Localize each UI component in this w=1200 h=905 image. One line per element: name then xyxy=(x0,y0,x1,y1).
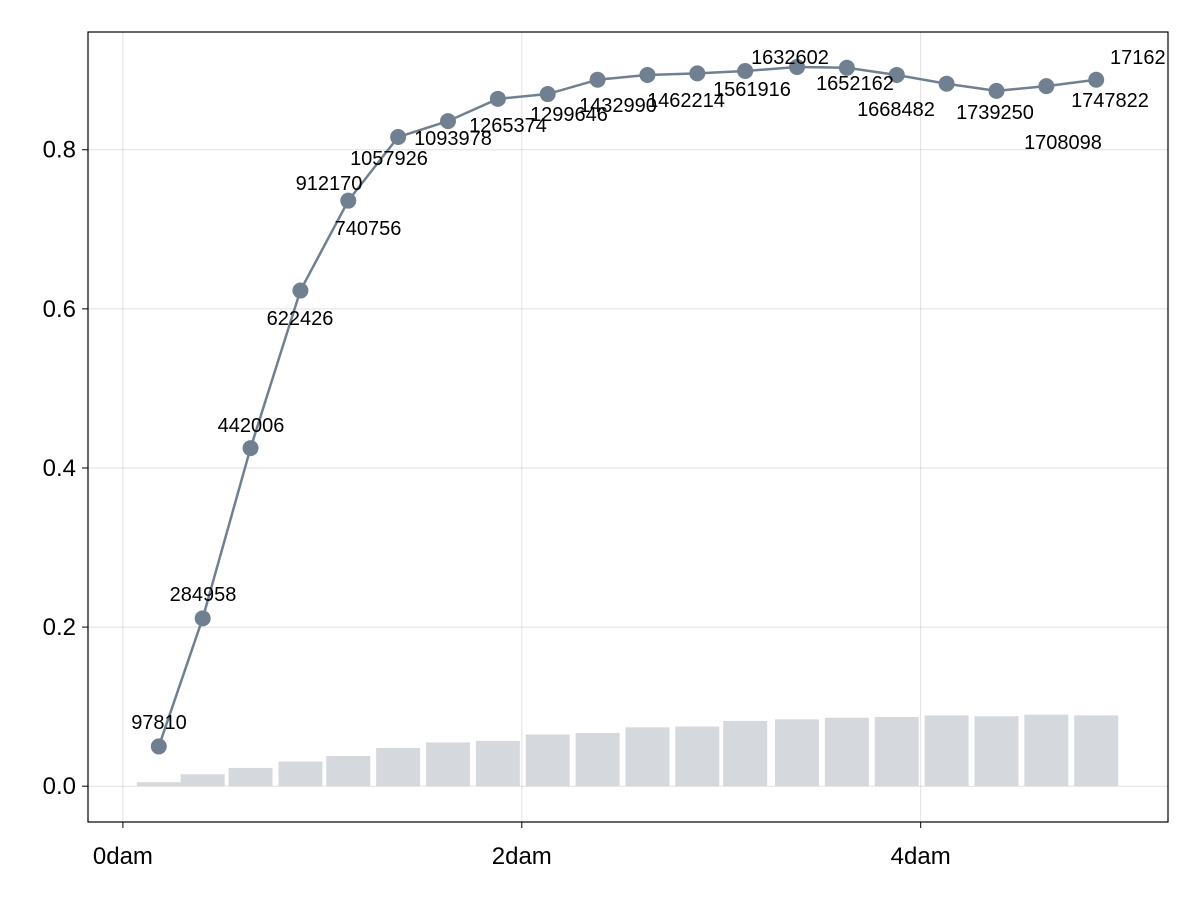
data-label: 97810 xyxy=(131,712,187,734)
data-label: 622426 xyxy=(267,308,334,330)
data-label: 1747822 xyxy=(1071,90,1149,112)
data-label: 284958 xyxy=(170,584,237,606)
line-series xyxy=(150,59,1105,755)
data-label: 1561916 xyxy=(713,79,791,101)
bar xyxy=(426,742,470,787)
data-point xyxy=(390,129,407,146)
data-point xyxy=(789,59,806,76)
bar xyxy=(924,715,969,787)
data-label: 912170 xyxy=(296,173,363,195)
data-point xyxy=(242,440,259,457)
data-point xyxy=(440,113,456,130)
data-point xyxy=(1088,71,1105,88)
data-label: 1632602 xyxy=(751,47,829,69)
bar-series xyxy=(136,714,1119,787)
y-axis: 0.0 0.2 0.4 0.6 0.8 xyxy=(43,137,88,800)
data-label: 1093978 xyxy=(414,128,492,150)
data-point xyxy=(988,82,1005,99)
data-label: 1057926 xyxy=(350,148,428,170)
bar xyxy=(575,732,620,787)
data-label: 1462214 xyxy=(647,90,725,112)
data-label: 740756 xyxy=(335,218,402,240)
x-tick-label: 0dam xyxy=(93,843,153,870)
y-tick-label: 0.0 xyxy=(43,773,76,800)
bar xyxy=(775,719,820,787)
y-tick-label: 0.2 xyxy=(43,614,76,641)
bar xyxy=(180,774,225,787)
data-point xyxy=(1038,78,1055,95)
data-point xyxy=(539,86,556,103)
data-labels: 97810 284958 442006 622426 740756 912170 10579… xyxy=(131,47,1165,734)
bar xyxy=(525,734,570,787)
y-tick-label: 0.6 xyxy=(43,296,76,323)
data-label: 1265374 xyxy=(469,115,547,137)
bar xyxy=(1074,715,1119,787)
data-point xyxy=(888,66,905,83)
bar xyxy=(824,717,869,787)
data-point xyxy=(340,192,357,209)
y-tick-label: 0.4 xyxy=(43,455,76,482)
data-point xyxy=(838,59,855,76)
x-tick-label: 2dam xyxy=(492,843,552,870)
bar xyxy=(625,727,670,787)
data-point xyxy=(150,738,167,755)
bar xyxy=(874,716,919,787)
data-label: 1432990 xyxy=(579,95,657,117)
series-line xyxy=(157,65,1097,747)
data-point xyxy=(194,610,211,627)
bar xyxy=(278,761,323,787)
bar xyxy=(723,720,768,787)
data-point xyxy=(639,66,656,83)
bar xyxy=(136,782,181,787)
data-label: 1299646 xyxy=(530,104,608,126)
data-point xyxy=(737,62,754,79)
data-point xyxy=(292,282,309,299)
data-label: 1668482 xyxy=(857,99,935,121)
data-label: 17162 xyxy=(1110,47,1166,69)
x-tick-label: 4dam xyxy=(891,843,951,870)
data-label: 1652162 xyxy=(816,73,894,95)
x-axis: 0dam 2dam 4dam xyxy=(93,822,951,870)
bar xyxy=(675,726,720,787)
data-point xyxy=(689,65,706,82)
bar xyxy=(974,716,1019,787)
y-tick-label: 0.8 xyxy=(43,137,76,164)
bar xyxy=(475,740,520,787)
data-label: 442006 xyxy=(218,415,285,437)
plot-frame xyxy=(87,31,1169,823)
data-label: 1708098 xyxy=(1024,132,1102,154)
bar xyxy=(228,767,273,787)
data-point xyxy=(589,71,606,88)
bar xyxy=(326,755,371,787)
data-point xyxy=(489,90,506,107)
data-point xyxy=(938,75,955,92)
data-label: 1739250 xyxy=(956,102,1034,124)
bar xyxy=(376,748,421,787)
bar xyxy=(1024,714,1069,787)
